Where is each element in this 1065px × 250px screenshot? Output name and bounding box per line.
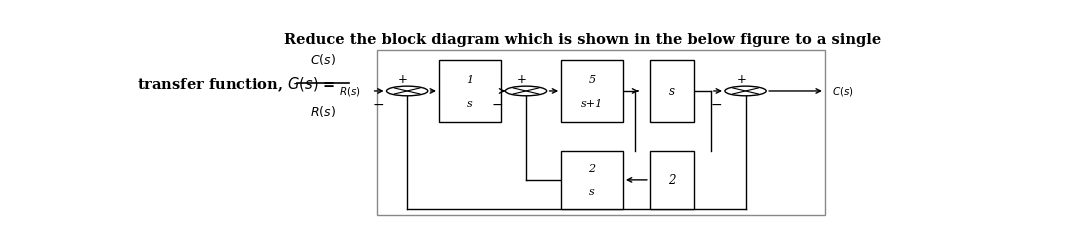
Bar <box>561 61 623 122</box>
Text: $C(s)$: $C(s)$ <box>832 84 854 97</box>
Text: $C(s)$: $C(s)$ <box>310 52 335 66</box>
Text: 5: 5 <box>589 74 595 84</box>
Text: s+1: s+1 <box>580 99 603 109</box>
Text: Reduce the block diagram which is shown in the below figure to a single: Reduce the block diagram which is shown … <box>284 33 882 47</box>
Bar <box>650 61 694 122</box>
Text: s: s <box>468 99 473 109</box>
Text: 2: 2 <box>669 174 676 186</box>
Text: s: s <box>669 85 675 98</box>
Text: $R(s)$: $R(s)$ <box>310 104 335 118</box>
Text: transfer function, $G(s)$ =: transfer function, $G(s)$ = <box>137 74 335 93</box>
Text: $R(s)$: $R(s)$ <box>340 84 361 97</box>
Text: 2: 2 <box>589 164 595 173</box>
Text: 1: 1 <box>466 74 474 84</box>
Bar <box>650 151 694 209</box>
Text: +: + <box>398 72 408 86</box>
Bar <box>561 151 623 209</box>
Text: −: − <box>491 97 503 111</box>
Bar <box>377 51 824 215</box>
Text: −: − <box>373 97 384 111</box>
Text: +: + <box>737 72 747 86</box>
Text: +: + <box>517 72 527 86</box>
Text: s: s <box>589 187 595 197</box>
Text: −: − <box>710 97 722 111</box>
Bar <box>439 61 501 122</box>
